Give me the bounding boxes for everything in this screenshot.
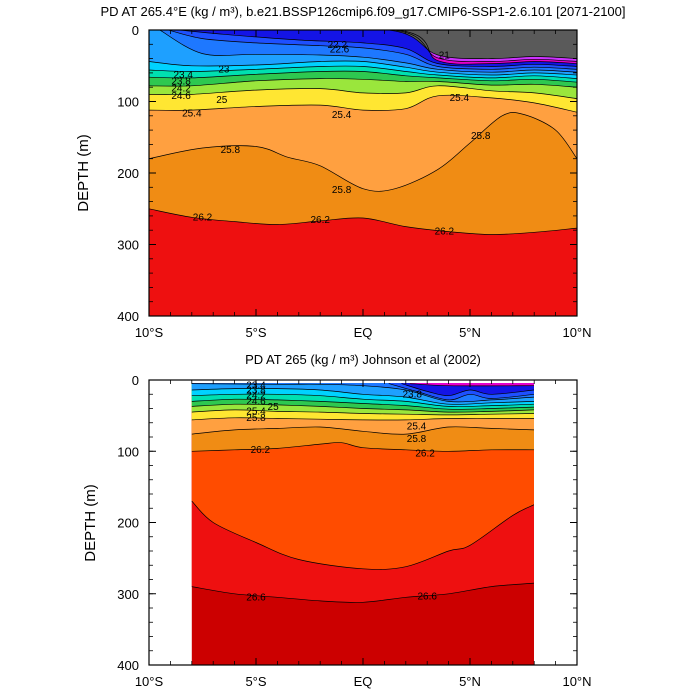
contour-label: 26.6 [417,592,437,603]
contour-label: 22.2 [328,40,348,51]
y-tick-label: 0 [132,23,139,38]
contour-label: 26.2 [310,215,330,226]
isopycnal-23-8 [149,65,577,79]
contour-label: 25.8 [332,185,352,196]
isopycnal-25-8 [191,426,534,435]
isopycnal-22-2 [178,30,577,67]
contour-label: 25.8 [407,434,427,445]
contour-label: 26.2 [415,448,435,459]
contour-label: 23.8 [246,386,266,397]
contour-label: 25 [268,402,280,413]
panel-bottom-filled-contours [191,383,534,665]
isopycnal-23-4 [191,388,534,405]
contour-label: 23.4 [173,70,193,81]
contour-label: 24.2 [171,84,191,95]
contour-label: 24.6 [246,396,266,407]
x-tick-label: 5°N [459,674,481,689]
y-tick-label: 200 [117,516,139,531]
contour-label: 25.4 [182,109,202,120]
panel-top: PD AT 265.4°E (kg / m³), b.e21.BSSP126cm… [75,4,626,340]
panel-top-contour-labels: 22.222.6 23 23.423.824.224.6 25 25.4 25.4 25.4… [171,40,491,238]
density-band-22-2 [401,383,534,396]
x-tick-label: 5°N [459,325,481,340]
contour-label: 25.8 [471,131,491,142]
isopycnal-26-2 [149,208,577,235]
contour-label: 25 [216,95,228,106]
y-tick-label: 300 [117,238,139,253]
contour-label: 24.6 [171,91,191,102]
contour-label: 26.2 [193,212,213,223]
isopycnal-25-8 [149,112,577,192]
y-tick-label: 300 [117,587,139,602]
isopycnal-23 [191,383,534,403]
x-tick-label: EQ [354,674,373,689]
panel-top-contour-lines [149,30,577,235]
contour-label: 26.6 [246,592,266,603]
isopycnal-25 [149,85,577,99]
panel-bottom-title: PD AT 265 (kg / m³) Johnson et al (2002) [245,352,481,367]
contour-label: 21 [439,51,451,62]
contour-label: 23 [218,64,230,75]
x-tick-label: 5°S [245,325,266,340]
x-tick-label: 10°N [562,674,591,689]
isopycnal-23-8 [191,393,534,407]
isopycnal-21-4 [208,30,577,62]
panel-top-title: PD AT 265.4°E (kg / m³), b.e21.BSSP126cm… [100,4,625,19]
contour-label: 25.4 [332,110,352,121]
contour-label: 22.6 [330,44,350,55]
y-tick-label: 0 [132,373,139,388]
y-tick-label: 100 [117,95,139,110]
isopycnal-25-4 [191,417,534,421]
y-tick-label: 400 [117,658,139,673]
x-tick-label: EQ [354,325,373,340]
x-tick-label: 10°S [135,325,164,340]
y-tick-label: 400 [117,309,139,324]
panel-top-ylabel: DEPTH (m) [75,134,92,212]
isopycnal-26-2 [191,442,534,452]
x-tick-label: 10°N [562,325,591,340]
panel-bottom-contour-lines [191,383,534,603]
contour-label: 26.2 [435,227,455,238]
panel-top-axes: 10°S 5°S EQ 5°N 10°N 0 100 200 300 400 [117,23,591,340]
isopycnal-27 [191,582,534,603]
isopycnal-21 [230,30,577,59]
x-tick-label: 5°S [245,674,266,689]
isopycnal-23 [159,30,577,73]
contour-label: 23.8 [402,389,422,400]
y-tick-label: 100 [117,444,139,459]
isopycnal-23-4 [149,60,577,76]
isopycnal-24-2 [191,398,534,410]
y-tick-label: 200 [117,166,139,181]
isopycnal-22-2 [401,383,534,397]
isopycnal-21-8 [410,383,534,387]
panel-bottom-ylabel: DEPTH (m) [82,484,99,562]
contour-label: 25.8 [246,413,266,424]
density-band-21 [230,30,577,59]
contour-label: 25.4 [407,421,427,432]
contour-label: 25.8 [221,145,241,156]
contour-label: 25.4 [246,406,266,417]
isopycnal-21-8 [191,30,577,65]
panel-bottom-axes: 10°S 5°S EQ 5°N 10°N 0 100 200 300 400 [117,373,591,689]
isopycnal-22-6 [388,383,534,401]
panel-bottom: PD AT 265 (kg / m³) Johnson et al (2002)… [82,352,592,689]
contour-label: 23.8 [171,77,191,88]
isopycnal-25-4 [149,94,577,113]
isopycnal-24-6 [149,78,577,88]
contour-label: 24.2 [246,391,266,402]
isopycnal-25 [191,409,534,416]
x-tick-label: 10°S [135,674,164,689]
isopycnal-24-6 [191,403,534,413]
isopycnal-22-6 [168,30,577,70]
contour-label: 25.4 [450,93,470,104]
isopycnal-24-2 [149,70,577,83]
contour-label: 26.2 [251,445,271,456]
isopycnal-26-6 [191,500,534,570]
